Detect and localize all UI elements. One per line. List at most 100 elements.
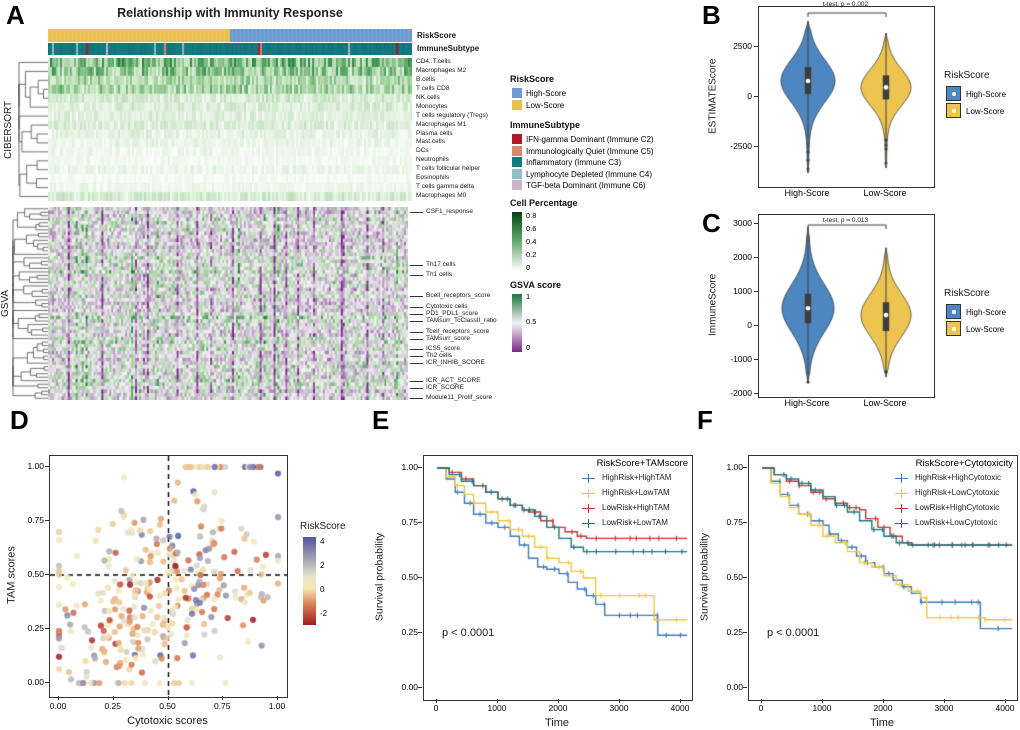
panel-b-pvalue: t-test, p = 0.002: [822, 1, 869, 8]
gsva-dendrogram: [12, 207, 48, 400]
gsva-annotation-line: [410, 321, 423, 323]
colorbar-tick-label: 4: [320, 536, 325, 546]
ytick-label: -1000: [730, 354, 752, 364]
cibersort-row-label: Macrophages M0: [416, 192, 467, 200]
gsva-annotation-label: Bcell_receptors_score: [426, 292, 491, 300]
ytick-label: 0.75: [27, 515, 44, 525]
xtick-mark: [277, 696, 278, 700]
legend-swatch: [512, 180, 522, 190]
gsva-annotation-label: Th1 cells: [426, 271, 453, 279]
ytick-label: 0: [747, 320, 752, 330]
ytick-label: 2500: [733, 41, 752, 51]
xtick-label: 2000: [548, 703, 568, 713]
riskscore-annotation-bar: [48, 29, 412, 42]
ytick-label: 1000: [733, 286, 752, 296]
ytick-label: 0.00: [401, 682, 418, 692]
panel-f-ylabel: Survival probability: [698, 532, 711, 622]
ytick-label: -2500: [730, 141, 752, 151]
legend-item-label: HighRisk+LowTAM: [602, 488, 670, 497]
legend-item-label: LowRisk+LowCytotoxic: [915, 518, 998, 527]
legend-item-label: LowRisk+LowTAM: [602, 518, 668, 527]
legend-item-label: Low-Score: [526, 101, 565, 110]
cibersort-row-label: Mast.cells: [416, 138, 445, 146]
panel-c-pvalue: t-test, p = 0.013: [822, 217, 869, 224]
legend-key-censor: [895, 474, 908, 483]
gsva-annotation-line: [410, 307, 423, 308]
legend-item-label: LowRisk+HighTAM: [602, 503, 670, 512]
ytick-label: 0.50: [726, 572, 743, 582]
gsva-annotation-label: TAMsurr_score: [426, 334, 470, 342]
xtick-mark: [58, 696, 59, 700]
ytick-mark: [418, 467, 422, 468]
gsva-annotation-line: [410, 264, 423, 266]
panel-b-legend-title: RiskScore: [944, 70, 990, 81]
cibersort-row-label: DCs: [416, 147, 429, 155]
colorbar-tick-label: 0: [526, 343, 531, 352]
immunesubtype-bar-label: ImmuneSubtype: [417, 44, 480, 53]
legend-gsvascore-title: GSVA score: [510, 280, 562, 290]
gsva-annotation-line: [410, 338, 423, 340]
riskscore-bar-label: RiskScore: [417, 31, 457, 40]
xtick-label: 3000: [934, 703, 954, 713]
panel-f-xlabel: Time: [869, 717, 895, 729]
legend-key-censor: [895, 519, 908, 528]
gsva-annotation-label: Th17 cells: [426, 260, 456, 268]
ytick-mark: [754, 257, 758, 258]
legend-key-dot: [952, 109, 956, 113]
ytick-mark: [754, 96, 758, 97]
legend-key-box: [946, 103, 961, 118]
cibersort-row-label: CD4..T.cells: [416, 58, 451, 65]
gsva-annotation-label: ICS5_score: [426, 345, 460, 353]
legend-cellpct-title: Cell Percentage: [510, 198, 578, 208]
panel-e-label: E: [372, 405, 390, 435]
panel-e-title: RiskScore+TAMscore: [596, 458, 688, 469]
xtick-label: 0.00: [49, 701, 67, 711]
legend-key-censor: [582, 474, 595, 483]
ytick-label: 2000: [733, 252, 752, 262]
colorbar-tick-label: 0.2: [526, 250, 537, 259]
legend-key-dot: [952, 327, 956, 331]
xtick-mark: [112, 696, 114, 700]
xtick-label: 0: [433, 703, 439, 713]
xtick-mark: [1005, 699, 1006, 703]
xtick-label: 1000: [812, 703, 832, 713]
xtick-label: 0: [758, 703, 764, 713]
ytick-label: 1.00: [726, 462, 743, 472]
ytick-label: 0.00: [27, 677, 44, 687]
ytick-label: 0.25: [401, 627, 418, 637]
gsva-heatmap: [48, 207, 408, 400]
gsva-annotation-line: [410, 296, 423, 298]
gsva-annotation-line: [410, 349, 423, 351]
cibersort-row-label: T cells CD8: [416, 84, 450, 92]
immunesubtype-annotation-bar: [48, 43, 412, 55]
gsva-annotation-label: PD1_PDL1_score: [426, 310, 479, 318]
cibersort-dendrogram: [18, 58, 48, 201]
legend-item-label: High-Score: [966, 90, 1007, 99]
legend-key-tick: [587, 489, 590, 498]
gsva-annotation-label: ICR_ACT_SCORE: [426, 376, 481, 384]
legend-item-label: High-Score: [526, 89, 567, 98]
gsva-annotation-line: [410, 314, 423, 316]
cibersort-row-label: Macrophages M2: [416, 66, 467, 74]
panel-b-violin-plot: [758, 6, 935, 188]
gsva-annotation-label: ICR_INHIB_SCORE: [426, 359, 485, 367]
legend-item-label: LowRisk+HighCytotoxic: [915, 503, 1000, 512]
ytick-mark: [45, 520, 49, 521]
ytick-mark: [743, 522, 747, 523]
ytick-label: 0.50: [401, 572, 418, 582]
gsvascore-colorbar: [512, 294, 522, 352]
ytick-mark: [743, 467, 747, 468]
xtick-label: 0.50: [159, 701, 176, 711]
cibersort-row-label: T cells regulatory (Tregs): [416, 111, 488, 119]
panel-f-title: RiskScore+Cytotoxicity: [915, 458, 1013, 469]
ytick-label: 0.75: [726, 517, 743, 527]
ytick-label: 0.00: [726, 682, 743, 692]
xtick-mark: [761, 699, 762, 703]
legend-swatch: [512, 88, 522, 98]
gsva-annotation-label: CSF1_response: [426, 208, 473, 216]
xtick-mark: [167, 696, 169, 700]
xtick-mark: [680, 699, 681, 703]
panel-c-violin-plot: [758, 214, 935, 398]
panel-e-xlabel: Time: [544, 717, 570, 729]
cibersort-section-label: CIBERSORT: [3, 100, 14, 159]
